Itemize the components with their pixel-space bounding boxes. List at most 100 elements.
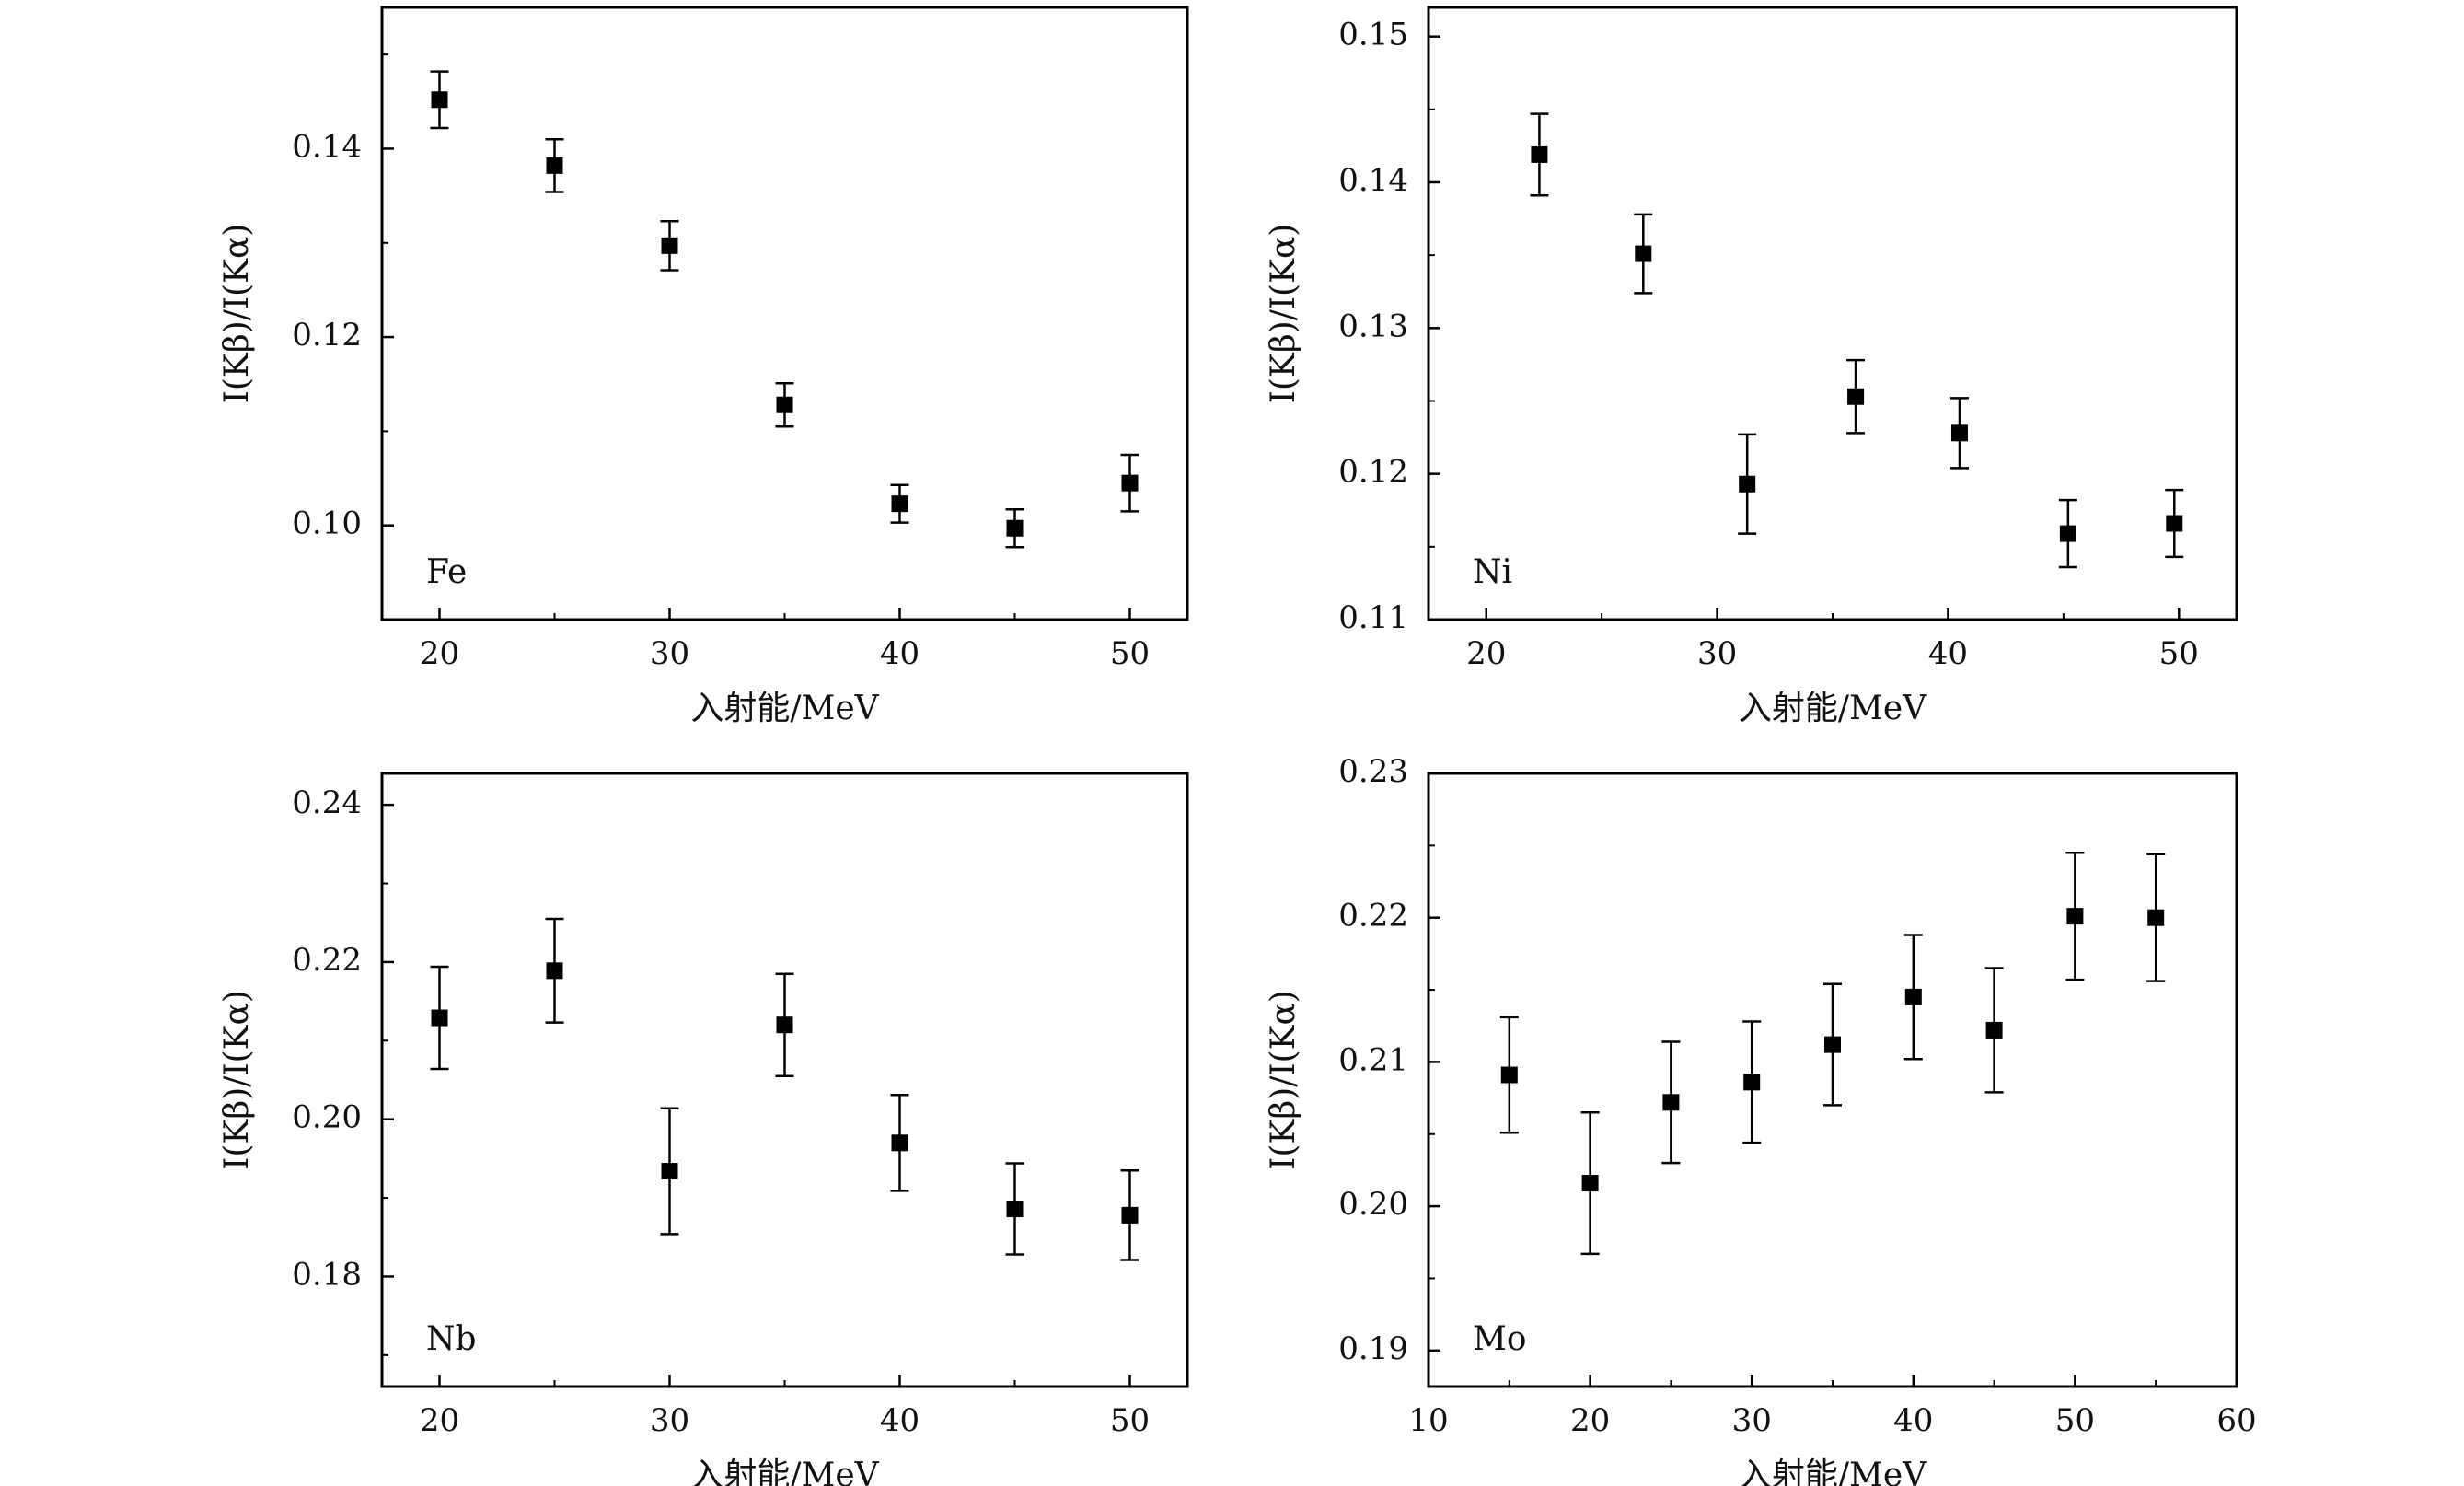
data-marker (2059, 525, 2076, 542)
data-marker (2066, 908, 2084, 925)
data-marker (1950, 424, 1968, 442)
data-marker (431, 91, 448, 109)
panel-label: Mo (1473, 1320, 1527, 1358)
y-tick-label: 0.13 (1338, 308, 1408, 344)
data-point (1823, 982, 1842, 1107)
y-tick-label: 0.12 (1338, 454, 1408, 491)
data-point (1846, 358, 1866, 435)
y-tick-label: 0.14 (292, 128, 362, 165)
data-point (1005, 508, 1024, 549)
data-marker (1635, 245, 1652, 262)
panel-label: Ni (1473, 553, 1512, 591)
data-marker (1531, 145, 1548, 163)
chart-panel-nb: 20 30 40 50 0.18 0.20 0.22 0.24 入射能/MeV I(Kβ)/I(K… (218, 772, 1189, 1486)
data-marker (431, 1009, 448, 1027)
data-point (2146, 853, 2166, 982)
data-point (1530, 112, 1549, 197)
data-point (1120, 453, 1139, 513)
x-tick-label: 30 (1732, 1402, 1772, 1439)
data-marker (661, 237, 678, 254)
data-point (545, 917, 564, 1024)
data-point (1903, 934, 1923, 1061)
y-tick-label: 0.14 (1338, 162, 1408, 199)
data-marker (1847, 388, 1865, 405)
data-point (2065, 851, 2085, 981)
plot-frame (380, 772, 1189, 1388)
y-tick-label: 0.22 (292, 942, 362, 979)
chart-panel-ni: 20 30 40 50 0.11 0.12 0.13 0.14 0.15 入射能/MeV I(Kβ)… (1265, 6, 2238, 727)
data-marker (1581, 1175, 1599, 1192)
data-point (660, 219, 679, 272)
x-tick-label: 40 (1928, 635, 1968, 672)
data-marker (1739, 475, 1756, 493)
y-axis-title: I(Kβ)/I(Kα) (218, 224, 256, 404)
x-tick-label: 40 (880, 1402, 920, 1439)
y-tick-label: 0.21 (1338, 1041, 1408, 1078)
data-marker (1500, 1066, 1518, 1084)
data-marker (546, 962, 563, 980)
y-tick-label: 0.23 (1338, 753, 1408, 790)
data-point (660, 1107, 679, 1236)
y-axis-title: I(Kβ)/I(Kα) (218, 990, 256, 1170)
chart-panel-mo: 10 20 30 40 50 60 0.19 0.20 0.21 0.22 0.23 入射能/MeV I… (1265, 753, 2257, 1486)
y-tick-label: 0.22 (1338, 898, 1408, 935)
data-point (1005, 1162, 1024, 1256)
data-point (430, 965, 449, 1071)
x-tick-label: 50 (1110, 1402, 1150, 1439)
x-tick-label: 40 (880, 635, 920, 672)
data-point (1580, 1111, 1600, 1256)
panel-label: Fe (426, 553, 467, 591)
y-axis-title: I(Kβ)/I(Kα) (1265, 224, 1302, 404)
y-axis-title: I(Kβ)/I(Kα) (1265, 990, 1302, 1170)
data-marker (1662, 1094, 1680, 1111)
data-point (1984, 967, 2004, 1094)
data-marker (2147, 909, 2165, 926)
data-point (2058, 498, 2077, 569)
data-marker (1006, 519, 1024, 537)
y-axis-title-text: I(Kβ)/I(Kα) (1265, 224, 1302, 404)
data-point (1120, 1168, 1139, 1261)
y-tick-label: 0.20 (1338, 1186, 1408, 1223)
panel-label: Nb (426, 1320, 477, 1358)
chart-panel-fe: 20 30 40 50 0.10 0.12 0.14 入射能/MeV I(Kβ)/I(Kα) Fe (218, 6, 1189, 727)
data-point (890, 483, 909, 524)
y-tick-label: 0.20 (292, 1099, 362, 1136)
data-marker (776, 396, 793, 413)
x-tick-label: 50 (2055, 1402, 2095, 1439)
x-axis-title: 入射能/MeV (1739, 1457, 1927, 1486)
data-marker (1121, 1206, 1139, 1224)
x-axis-title: 入射能/MeV (690, 690, 879, 727)
data-point (1738, 433, 1757, 535)
x-tick-label: 30 (1697, 635, 1737, 672)
data-marker (1006, 1201, 1024, 1218)
x-tick-label: 20 (420, 1402, 459, 1439)
data-point (890, 1093, 909, 1192)
plot-frame (1427, 6, 2238, 621)
y-tick-label: 0.24 (292, 784, 362, 821)
data-marker (661, 1163, 678, 1180)
data-point (430, 70, 449, 130)
y-axis-title-text: I(Kβ)/I(Kα) (218, 224, 256, 404)
data-marker (1743, 1074, 1761, 1091)
y-tick-label: 0.19 (1338, 1330, 1408, 1367)
data-marker (546, 157, 563, 174)
x-tick-label: 20 (1466, 635, 1506, 672)
y-axis-title-text: I(Kβ)/I(Kα) (218, 990, 256, 1170)
data-point (1949, 397, 1969, 470)
x-axis-title: 入射能/MeV (690, 1457, 879, 1486)
plot-frame (380, 6, 1189, 621)
x-tick-label: 50 (1110, 635, 1150, 672)
data-marker (1121, 474, 1139, 492)
data-marker (776, 1016, 793, 1034)
y-tick-label: 0.12 (292, 317, 362, 354)
y-tick-label: 0.11 (1338, 599, 1408, 636)
x-axis-title: 入射能/MeV (1739, 690, 1927, 727)
data-marker (1985, 1021, 2003, 1039)
y-axis-title-text: I(Kβ)/I(Kα) (1265, 990, 1302, 1170)
data-marker (2166, 515, 2183, 532)
y-tick-label: 0.15 (1338, 17, 1408, 53)
data-point (1742, 1020, 1762, 1144)
x-tick-label: 20 (420, 635, 459, 672)
x-tick-label: 30 (650, 1402, 689, 1439)
